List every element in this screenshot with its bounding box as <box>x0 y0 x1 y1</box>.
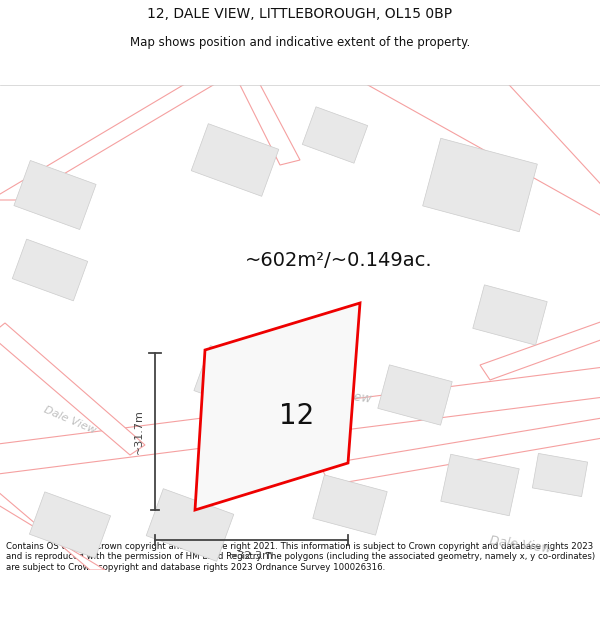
Polygon shape <box>275 406 345 464</box>
Polygon shape <box>235 75 300 165</box>
Text: Map shows position and indicative extent of the property.: Map shows position and indicative extent… <box>130 36 470 49</box>
Polygon shape <box>14 161 96 229</box>
Polygon shape <box>313 475 387 535</box>
Polygon shape <box>302 107 368 163</box>
Polygon shape <box>350 75 600 215</box>
Polygon shape <box>422 138 538 232</box>
Polygon shape <box>532 453 587 497</box>
Polygon shape <box>0 485 105 570</box>
Polygon shape <box>0 323 145 455</box>
Text: Dale View: Dale View <box>488 534 552 556</box>
Text: 12, DALE VIEW, LITTLEBOROUGH, OL15 0BP: 12, DALE VIEW, LITTLEBOROUGH, OL15 0BP <box>148 7 452 21</box>
Text: ~32.3m: ~32.3m <box>229 551 274 561</box>
Polygon shape <box>12 239 88 301</box>
Text: Contains OS data © Crown copyright and database right 2021. This information is : Contains OS data © Crown copyright and d… <box>6 542 595 571</box>
Polygon shape <box>0 365 600 475</box>
Polygon shape <box>146 489 234 561</box>
Polygon shape <box>191 124 279 196</box>
Text: Dale View: Dale View <box>308 384 372 406</box>
Polygon shape <box>320 415 600 485</box>
Polygon shape <box>473 285 547 345</box>
Polygon shape <box>0 75 230 200</box>
Polygon shape <box>480 315 600 380</box>
Polygon shape <box>378 365 452 425</box>
Polygon shape <box>441 454 519 516</box>
Text: 12: 12 <box>280 402 314 431</box>
Polygon shape <box>194 346 276 414</box>
Text: ~602m²/~0.149ac.: ~602m²/~0.149ac. <box>245 251 433 269</box>
Polygon shape <box>195 303 360 510</box>
Text: Dale View: Dale View <box>43 404 98 436</box>
Text: ~31.7m: ~31.7m <box>134 409 144 454</box>
Polygon shape <box>29 492 110 558</box>
